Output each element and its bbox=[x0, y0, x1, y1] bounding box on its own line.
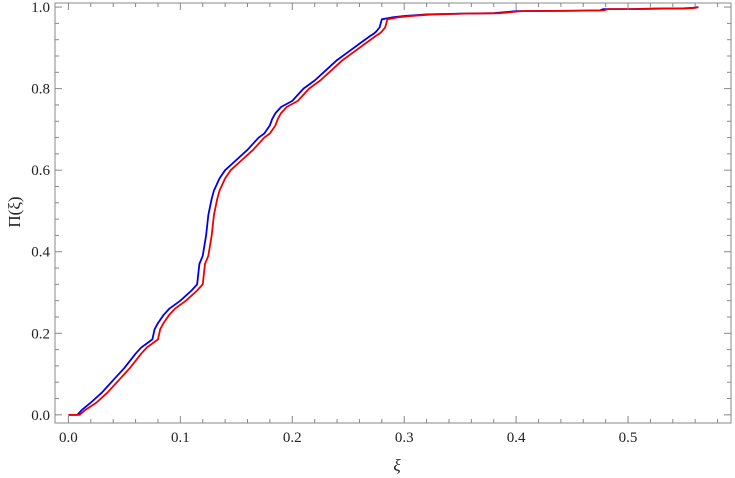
x-tick-label: 0.5 bbox=[619, 430, 638, 446]
plot-frame bbox=[54, 2, 732, 424]
y-tick-label: 0.0 bbox=[31, 408, 50, 424]
y-tick-label: 0.6 bbox=[31, 163, 50, 179]
x-tick-label: 0.4 bbox=[507, 430, 526, 446]
x-tick-label: 0.1 bbox=[171, 430, 190, 446]
x-tick-label: 0.3 bbox=[395, 430, 414, 446]
plot-area bbox=[68, 6, 699, 416]
y-tick-label: 1.0 bbox=[31, 0, 50, 16]
series-line-2 bbox=[68, 6, 699, 416]
y-tick-label: 0.2 bbox=[31, 326, 50, 342]
y-tick-label: 0.8 bbox=[31, 82, 50, 98]
y-tick-label: 0.4 bbox=[31, 245, 50, 261]
x-tick-label: 0.2 bbox=[283, 430, 302, 446]
plot-border bbox=[54, 2, 732, 424]
x-tick-label: 0.0 bbox=[59, 430, 78, 446]
series-line-1 bbox=[68, 6, 698, 416]
axis-ticks: 0.0 0.1 0.2 0.3 0.4 0.5 0.0 0.2 0.4 0.6 0.8 1.0 bbox=[31, 0, 731, 446]
y-axis-label: Π(ξ) bbox=[5, 196, 24, 227]
x-axis-label: ξ bbox=[393, 456, 401, 475]
